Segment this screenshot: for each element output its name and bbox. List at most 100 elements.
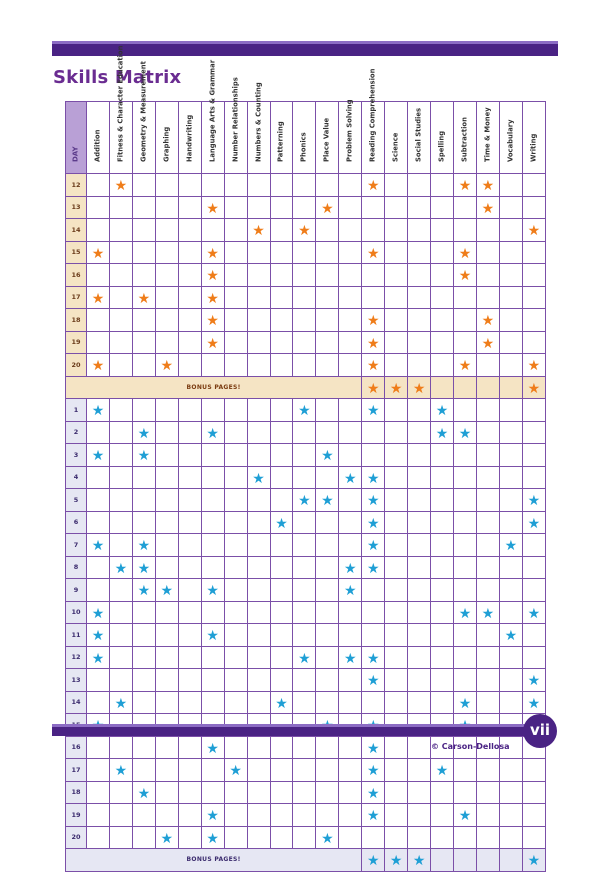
column-header: Phonics — [292, 101, 317, 174]
skill-cell — [475, 375, 500, 399]
column-header: Fitness & Character Education — [108, 46, 133, 174]
day-number-cell: 11 — [65, 623, 87, 647]
skill-cell: ★ — [361, 330, 386, 354]
skill-cell: ★ — [407, 848, 432, 872]
skill-cell — [154, 195, 179, 219]
skill-cell — [338, 600, 363, 624]
skill-cell — [430, 218, 454, 242]
skill-cell — [154, 600, 179, 624]
skill-cell — [475, 623, 500, 647]
table-row: 10 ★ ★ ★ ★ — [65, 600, 547, 624]
skill-cell — [246, 578, 271, 602]
column-header: Addition — [86, 101, 110, 174]
table-row: 3 ★ ★ ★ — [65, 443, 547, 467]
skill-cell — [108, 218, 133, 242]
skill-cell — [430, 668, 454, 692]
skill-cell: ★ — [361, 510, 386, 534]
skill-cell — [498, 218, 523, 242]
skill-cell — [338, 285, 363, 309]
skill-cell — [154, 398, 179, 422]
skill-cell — [338, 443, 363, 467]
skill-cell — [292, 735, 317, 759]
skill-cell — [269, 240, 294, 264]
skill-cell: ★ — [361, 735, 386, 759]
skill-cell: ★ — [453, 600, 477, 624]
skill-cell — [108, 398, 133, 422]
skill-cell — [177, 173, 202, 197]
blue-star-icon: ★ — [435, 763, 449, 780]
skill-cell — [131, 623, 156, 647]
orange-star-icon: ★ — [298, 223, 311, 240]
skill-cell — [292, 533, 317, 557]
skill-cell — [131, 465, 156, 489]
skill-cell — [338, 533, 363, 557]
day-number-cell: 16 — [65, 263, 87, 287]
column-header-label: Geometry & Measurement — [139, 61, 148, 162]
blue-star-icon: ★ — [275, 515, 288, 532]
table-row: 12 ★ ★ ★ ★ — [65, 173, 547, 197]
skill-cell: ★ — [292, 398, 317, 422]
skill-cell — [384, 668, 409, 692]
blue-star-icon: ★ — [458, 695, 472, 712]
skill-cell — [338, 735, 363, 759]
skill-cell — [154, 533, 179, 557]
skill-cell — [430, 465, 454, 489]
skill-cell — [453, 510, 477, 534]
skill-cell — [246, 443, 271, 467]
skill-cell: ★ — [521, 488, 547, 512]
skill-cell — [498, 803, 523, 827]
skill-cell: ★ — [361, 488, 386, 512]
skill-cell: ★ — [475, 173, 500, 197]
skill-cell — [315, 173, 340, 197]
orange-star-icon: ★ — [366, 358, 380, 375]
skill-cell — [131, 263, 156, 287]
skill-cell — [407, 218, 432, 242]
table-row: 4 ★ ★ ★ — [65, 465, 547, 489]
skill-cell — [200, 353, 225, 377]
skill-cell — [315, 263, 340, 287]
skill-cell — [498, 758, 523, 782]
skill-cell — [338, 758, 363, 782]
orange-star-icon: ★ — [206, 335, 219, 352]
skill-cell — [361, 420, 386, 444]
column-header: Vocabulary — [498, 101, 523, 174]
blue-star-icon: ★ — [298, 493, 311, 510]
skill-cell — [292, 668, 317, 692]
skill-cell — [269, 600, 294, 624]
blue-star-icon: ★ — [137, 560, 151, 577]
skill-cell: ★ — [338, 578, 363, 602]
blue-star-icon: ★ — [366, 515, 380, 532]
skill-cell — [292, 173, 317, 197]
blue-star-icon: ★ — [91, 403, 105, 420]
skill-cell: ★ — [430, 420, 454, 444]
skill-cell — [223, 308, 248, 332]
skill-cell — [269, 443, 294, 467]
skill-cell — [177, 825, 202, 849]
skill-cell — [269, 735, 294, 759]
table-row: 17 ★ ★ ★ — [65, 285, 547, 309]
skill-cell — [246, 555, 271, 579]
day-number-cell: 6 — [65, 510, 87, 534]
skill-cell — [177, 443, 202, 467]
skill-cell — [269, 623, 294, 647]
blue-star-icon: ★ — [206, 740, 219, 757]
skill-cell — [246, 825, 271, 849]
skill-cell — [86, 668, 110, 692]
skill-cell — [292, 780, 317, 804]
column-header-label: Handwriting — [185, 114, 194, 162]
skill-cell — [338, 623, 363, 647]
skill-cell: ★ — [453, 803, 477, 827]
orange-star-icon: ★ — [458, 178, 472, 195]
skill-cell — [384, 803, 409, 827]
skill-cell — [453, 285, 477, 309]
blue-star-icon: ★ — [435, 403, 449, 420]
skill-cell — [315, 330, 340, 354]
table-row: 6 ★ ★ ★ — [65, 510, 547, 534]
blue-star-icon: ★ — [91, 650, 105, 667]
skill-cell: ★ — [200, 803, 225, 827]
skill-cell — [475, 465, 500, 489]
skill-cell — [154, 420, 179, 444]
skill-cell — [177, 218, 202, 242]
skill-cell — [453, 398, 477, 422]
skill-cell — [269, 263, 294, 287]
